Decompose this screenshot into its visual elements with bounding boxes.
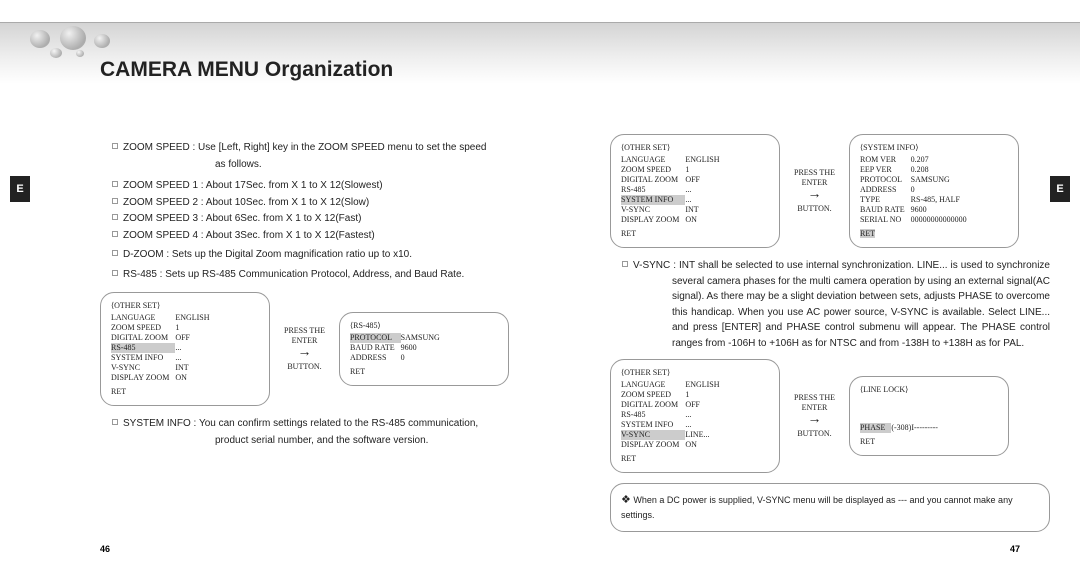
right-page: ⟨OTHER SET⟩ LANGUAGEENGLISHZOOM SPEED1DI… (610, 124, 1050, 532)
left-page: ZOOM SPEED : Use [Left, Right] key in th… (100, 140, 560, 448)
language-tab-left: E (10, 176, 30, 202)
other-set-menu-1: ⟨OTHER SET⟩ LANGUAGEENGLISHZOOM SPEED1DI… (100, 292, 270, 406)
other-set-menu-3: ⟨OTHER SET⟩ LANGUAGEENGLISHZOOM SPEED1DI… (610, 359, 780, 473)
system-info-menu: ⟨SYSTEM INFO⟩ ROM VER0.207EEP VER0.208PR… (849, 134, 1019, 248)
arrow-1: PRESS THEENTER →BUTTON. (284, 326, 325, 372)
page-number-left: 46 (100, 544, 110, 554)
line-lock-menu: ⟨LINE LOCK⟩ PHASE(-308)I--------- RET (849, 376, 1009, 456)
rs485-menu: ⟨RS-485⟩ PROTOCOLSAMSUNGBAUD RATE9600ADD… (339, 312, 509, 386)
other-set-menu-2: ⟨OTHER SET⟩ LANGUAGEENGLISHZOOM SPEED1DI… (610, 134, 780, 248)
arrow-3: PRESS THEENTER →BUTTON. (794, 393, 835, 439)
page-title: CAMERA MENU Organization (100, 58, 393, 82)
arrow-2: PRESS THEENTER →BUTTON. (794, 168, 835, 214)
page-number-right: 47 (1010, 544, 1020, 554)
note-box: ❖ When a DC power is supplied, V-SYNC me… (610, 483, 1050, 532)
language-tab-right: E (1050, 176, 1070, 202)
